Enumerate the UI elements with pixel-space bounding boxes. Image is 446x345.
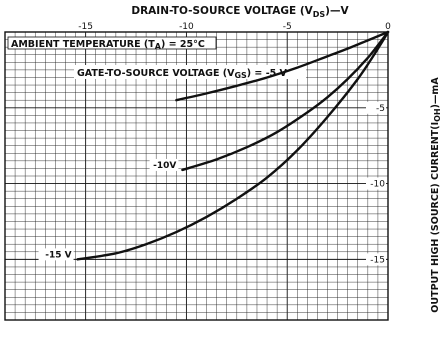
x-tick-label: 0	[385, 22, 391, 32]
series-label-3: -15 V	[45, 250, 71, 260]
series-label-bg	[149, 158, 179, 171]
y-tick-bg	[366, 101, 386, 114]
x-tick-label: -5	[283, 22, 292, 32]
grid	[4, 31, 389, 321]
ambient-temperature-label: AMBIENT TEMPERATURE (TA) = 25°C	[11, 39, 205, 51]
series-label-2: -10V	[153, 161, 176, 171]
x-tick-label: -10	[179, 22, 194, 32]
plot-frame	[4, 31, 389, 321]
x-axis-title: DRAIN-TO-SOURCE VOLTAGE (VDS)—V	[131, 5, 349, 19]
gate-voltage-label: GATE-TO-SOURCE VOLTAGE (VGS) = -5 V	[77, 68, 288, 80]
series-labels: -10V -15 V	[38, 158, 179, 261]
y-tick-label: -5	[376, 104, 385, 114]
x-tick-labels: -15 -10 -5 0	[78, 22, 391, 32]
y-tick-bg	[366, 177, 386, 190]
series-curves	[76, 30, 390, 261]
y-tick-label: -15	[370, 255, 385, 265]
y-tick-labels: -5 -10 -15	[366, 101, 386, 266]
series-label-bg	[38, 248, 74, 261]
x-tick-label: -15	[78, 22, 93, 32]
gate-label-box	[74, 65, 306, 79]
y-tick-label: -10	[370, 180, 385, 190]
y-tick-bg	[366, 253, 386, 266]
series-line-1	[175, 30, 390, 102]
series-line-2	[181, 30, 390, 172]
ambient-label-box	[7, 36, 217, 50]
series-line-3	[76, 30, 390, 261]
y-axis-title: OUTPUT HIGH (SOURCE) CURRENT(IOH)—mA	[430, 77, 442, 313]
